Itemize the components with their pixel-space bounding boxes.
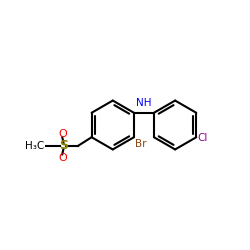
Text: S: S [59, 139, 68, 152]
Text: NH: NH [136, 98, 152, 108]
Text: Cl: Cl [198, 134, 208, 143]
Text: H₃C: H₃C [25, 141, 44, 151]
Text: Br: Br [135, 139, 147, 149]
Text: O: O [58, 153, 67, 163]
Text: O: O [58, 128, 67, 138]
